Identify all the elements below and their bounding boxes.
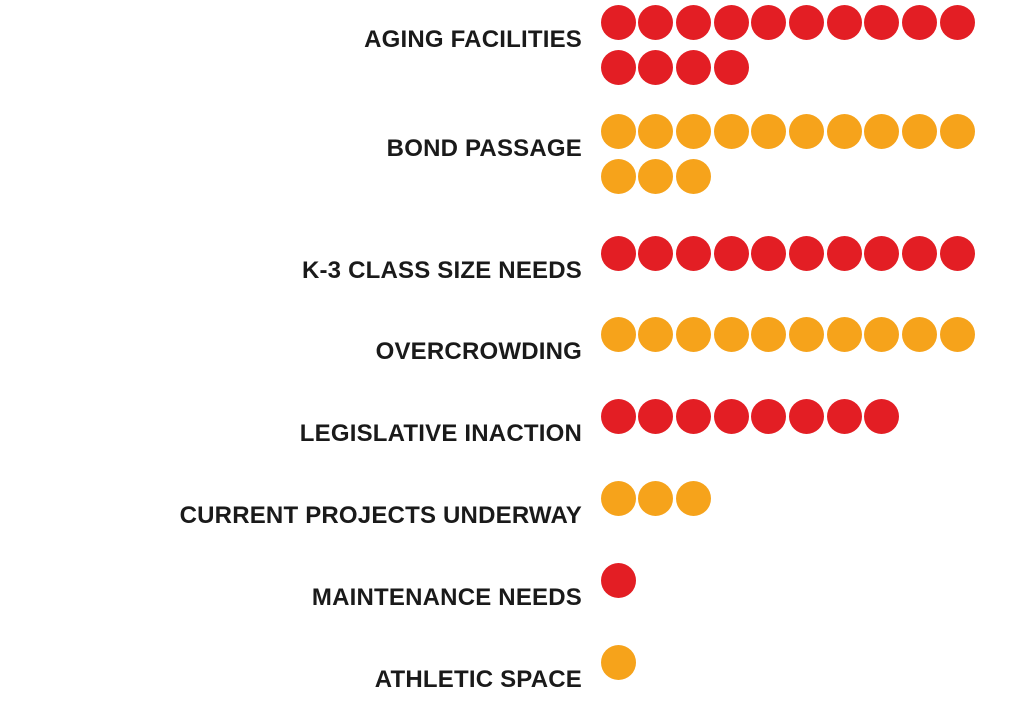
- dot-mark: [713, 316, 749, 352]
- dot-mark: [600, 398, 636, 434]
- dot-mark: [789, 316, 824, 352]
- dot-mark: [638, 316, 674, 352]
- dot-mark: [675, 113, 711, 149]
- dot-mark: [713, 49, 749, 85]
- category-label: OVERCROWDING: [375, 338, 582, 365]
- dot-mark: [902, 316, 938, 352]
- dot-mark: [902, 235, 938, 271]
- dot-mark: [864, 398, 900, 434]
- dot-mark: [675, 316, 711, 352]
- dot-mark: [600, 4, 636, 40]
- dot-mark: [789, 398, 824, 434]
- dot-mark: [789, 113, 824, 149]
- category-label: AGING FACILITIES: [364, 26, 582, 53]
- dot-mark: [600, 316, 636, 352]
- dot-mark: [939, 235, 975, 271]
- dot-mark: [864, 113, 900, 149]
- dot-mark: [638, 235, 674, 271]
- dot-mark: [713, 113, 749, 149]
- dot-mark: [675, 480, 711, 516]
- dot-mark: [751, 316, 787, 352]
- dot-mark: [600, 235, 636, 271]
- category-label: ATHLETIC SPACE: [374, 666, 582, 693]
- dot-mark: [751, 235, 787, 271]
- dot-mark: [751, 113, 787, 149]
- dot-mark: [864, 4, 900, 40]
- category-label: K-3 CLASS SIZE NEEDS: [301, 257, 582, 284]
- dot-mark: [902, 113, 938, 149]
- dot-mark: [713, 398, 749, 434]
- dot-mark: [864, 235, 900, 271]
- dot-mark: [675, 398, 711, 434]
- category-label: CURRENT PROJECTS UNDERWAY: [179, 502, 582, 529]
- dot-mark: [826, 398, 862, 434]
- dot-mark: [713, 4, 749, 40]
- category-label: LEGISLATIVE INACTION: [299, 420, 582, 447]
- dot-mark: [713, 235, 749, 271]
- dot-mark: [751, 398, 787, 434]
- dot-mark: [600, 480, 636, 516]
- dot-mark: [864, 316, 900, 352]
- dot-mark: [638, 4, 674, 40]
- dot-mark: [789, 4, 824, 40]
- dot-mark: [600, 113, 636, 149]
- dot-mark: [638, 398, 674, 434]
- dot-mark: [638, 158, 674, 194]
- category-label: MAINTENANCE NEEDS: [311, 584, 582, 611]
- dot-mark: [600, 49, 636, 85]
- dot-mark: [789, 235, 824, 271]
- dot-mark: [751, 4, 787, 40]
- dot-mark: [600, 562, 636, 598]
- dot-mark: [902, 4, 938, 40]
- category-label: BOND PASSAGE: [386, 135, 582, 162]
- dot-mark: [939, 113, 975, 149]
- dot-mark: [939, 316, 975, 352]
- dot-mark: [675, 235, 711, 271]
- dot-mark: [675, 158, 711, 194]
- dot-mark: [826, 316, 862, 352]
- dot-mark: [600, 644, 636, 680]
- dot-mark: [675, 4, 711, 40]
- dot-mark: [638, 49, 674, 85]
- dot-mark: [675, 49, 711, 85]
- dot-mark: [826, 4, 862, 40]
- dot-mark: [939, 4, 975, 40]
- dot-mark: [638, 480, 674, 516]
- dot-mark: [826, 235, 862, 271]
- dot-mark: [826, 113, 862, 149]
- dot-mark: [638, 113, 674, 149]
- dot-mark: [600, 158, 636, 194]
